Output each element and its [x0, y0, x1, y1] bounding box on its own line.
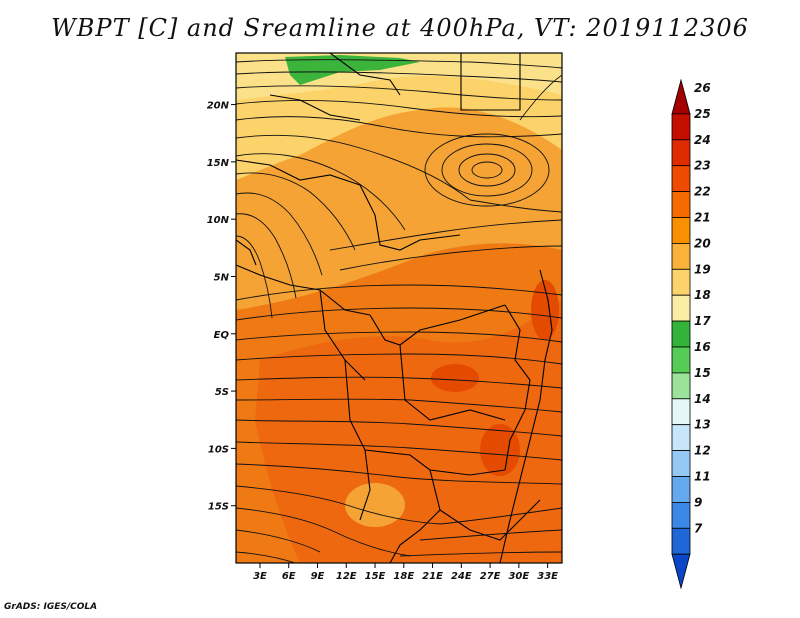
colorbar-swatch: [671, 476, 691, 503]
lat-label: 10S: [208, 444, 229, 455]
colorbar-swatch: [671, 113, 691, 141]
lat-label: 15N: [207, 158, 230, 169]
colorbar-swatch: [671, 268, 691, 296]
lon-label: 9E: [311, 571, 325, 582]
colorbar-swatch: [671, 450, 691, 477]
field-hot-blob-1: [431, 364, 479, 392]
colorbar-swatch: [671, 501, 691, 529]
field-cool-blob: [345, 483, 405, 527]
chart-title: WBPT [C] and Sreamline at 400hPa, VT: 20…: [51, 14, 749, 42]
colorbar-label: 23: [694, 159, 711, 173]
plot-frame: [235, 52, 563, 564]
colorbar-swatch: [671, 320, 691, 348]
lat-label: 10N: [207, 215, 230, 226]
colorbar-label: 13: [694, 418, 711, 432]
colorbar-swatch: [671, 242, 691, 270]
colorbar-label: 25: [694, 107, 711, 121]
colorbar-label: 19: [694, 262, 711, 276]
lon-label: 24E: [451, 571, 472, 582]
lat-label: 15S: [208, 502, 229, 513]
colorbar-label: 15: [694, 366, 711, 380]
lon-label: 30E: [508, 571, 529, 582]
colorbar-swatch: [671, 398, 691, 426]
colorbar-swatch: [671, 78, 691, 115]
lon-label: 18E: [393, 571, 414, 582]
lon-label: 6E: [282, 571, 296, 582]
lat-label: EQ: [214, 330, 230, 341]
colorbar-label: 24: [694, 133, 711, 147]
lat-label: 5S: [215, 387, 229, 398]
colorbar-label: 12: [694, 444, 711, 458]
field-hot-blob-2: [480, 424, 520, 476]
lon-label: 12E: [336, 571, 357, 582]
field-deep-orange: [255, 300, 562, 563]
colorbar-swatch: [671, 191, 691, 218]
grads-credit: GrADS: IGES/COLA: [4, 602, 98, 612]
lat-axis: 20N 15N 10N 5N EQ 5S 10S 15S: [207, 101, 236, 513]
colorbar-label: 9: [694, 495, 702, 509]
colorbar-label: 16: [694, 340, 711, 354]
colorbar-label: 21: [694, 211, 711, 225]
lon-label: 3E: [253, 571, 267, 582]
lon-label: 33E: [537, 571, 558, 582]
lon-label: 21E: [422, 571, 443, 582]
colorbar-swatch: [671, 217, 691, 244]
colorbar-label: 7: [694, 521, 703, 535]
plot-area: [236, 53, 562, 563]
lat-label: 5N: [214, 272, 230, 283]
colorbar-label: 14: [694, 392, 711, 406]
lat-label: 20N: [207, 101, 230, 112]
colorbar-swatch: [671, 165, 691, 192]
colorbar-swatch: [671, 527, 691, 555]
colorbar-swatch: [671, 294, 691, 322]
colorbar-label: 20: [694, 236, 711, 250]
colorbar-label: 22: [694, 185, 711, 199]
colorbar-swatch: [671, 372, 691, 400]
colorbar-label: 26: [694, 81, 711, 95]
streamlines: [236, 59, 562, 563]
lon-label: 15E: [365, 571, 386, 582]
colorbar-swatch: [671, 424, 691, 452]
country-borders: [236, 53, 553, 563]
colorbar-swatch: [671, 139, 691, 167]
colorbar-label: 18: [694, 288, 711, 302]
colorbar-label: 17: [694, 314, 711, 328]
lon-label: 27E: [480, 571, 501, 582]
colorbar-swatch: [671, 346, 691, 374]
colorbar-label: 11: [694, 470, 711, 484]
lon-axis: 3E 6E 9E 12E 15E 18E 21E 24E 27E 30E 33E: [253, 563, 558, 582]
colorbar-swatch: [671, 553, 691, 590]
field-hot-blob-3: [531, 280, 559, 340]
field-west-blob: [236, 245, 275, 295]
colorbar: 26 25 24 23 22 21 20 19 18 17 16 15 14 13 12 11 9 7: [671, 78, 711, 590]
